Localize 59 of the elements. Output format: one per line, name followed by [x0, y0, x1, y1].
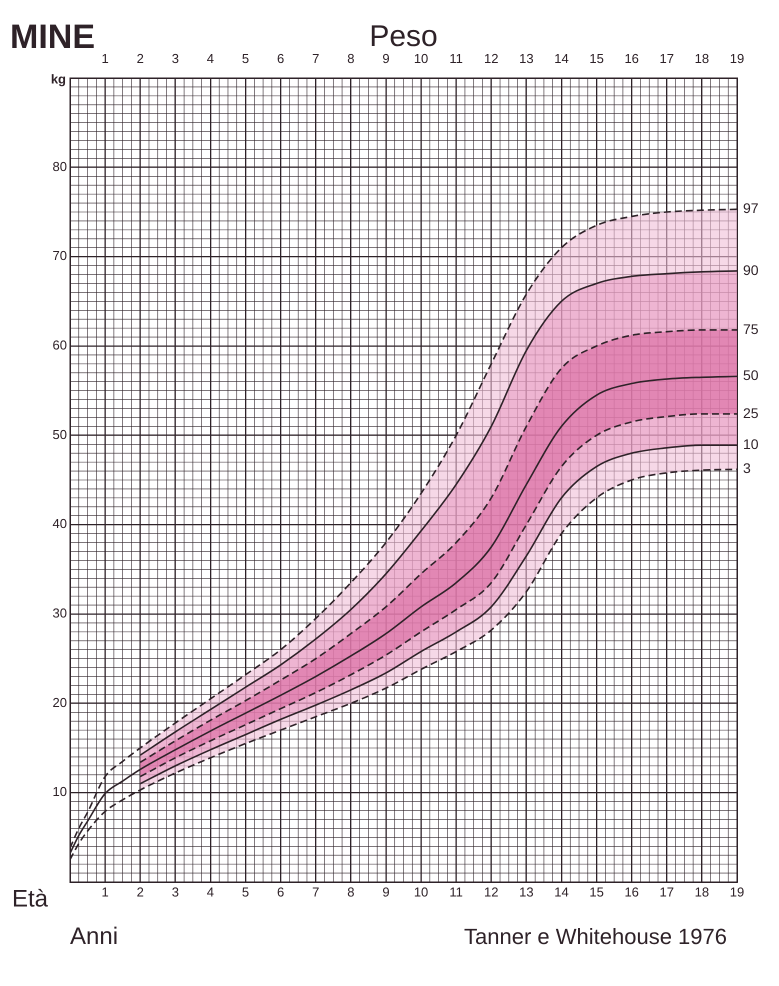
series-label: 25 [743, 404, 759, 421]
x-tick-label: 11 [449, 884, 463, 900]
x-tick-label: 12 [484, 884, 498, 900]
x-tick-label: 15 [589, 884, 604, 900]
x2-tick-label: 10 [414, 50, 428, 66]
x2-tick-label: 6 [277, 50, 284, 66]
x2-tick-label: 3 [172, 50, 179, 66]
x2-tick-label: 15 [589, 50, 604, 66]
x-tick-label: 3 [172, 884, 179, 900]
x-tick-label: 13 [519, 884, 534, 900]
x-tick-label: 4 [206, 884, 214, 900]
x-tick-label: 17 [660, 884, 674, 900]
x-tick-label: 5 [242, 884, 250, 900]
x2-tick-label: 18 [694, 50, 710, 66]
x2-tick-label: 12 [484, 50, 498, 66]
x-tick-label: 9 [382, 884, 390, 900]
x2-tick-label: 17 [660, 50, 674, 66]
x-tick-label: 19 [730, 884, 744, 900]
x2-tick-label: 14 [554, 50, 569, 66]
y-tick-label: 30 [52, 606, 67, 621]
x2-tick-label: 11 [449, 50, 463, 66]
series-label: 10 [743, 436, 759, 452]
chart-title: Peso [369, 20, 438, 53]
x-tick-label: 10 [414, 884, 428, 900]
text: MINE [10, 18, 95, 56]
x-tick-label: 14 [554, 884, 569, 900]
x-tick-label: 2 [136, 884, 144, 900]
y-axis-title: kg [50, 72, 66, 87]
x-axis-title: Età [12, 886, 49, 913]
y-tick-label: 50 [52, 426, 67, 442]
series-label: 97 [743, 200, 759, 216]
x-tick-label: 18 [694, 884, 710, 900]
x-tick-label: 1 [101, 884, 109, 900]
x2-tick-label: 1 [101, 50, 109, 66]
text: Tanner e Whitehouse 1976 [464, 924, 727, 949]
series-label: 50 [743, 367, 759, 384]
x-tick-label: 6 [277, 884, 284, 900]
x2-tick-label: 19 [730, 50, 744, 66]
x-tick-label: 8 [347, 884, 354, 900]
x2-tick-label: 7 [312, 50, 320, 66]
x-tick-label: 16 [624, 884, 639, 900]
x2-tick-label: 4 [206, 50, 214, 66]
series-label: 75 [743, 320, 759, 337]
y-tick-label: 40 [52, 516, 67, 532]
y-tick-label: 80 [52, 158, 67, 174]
x2-tick-label: 13 [519, 50, 534, 66]
y-tick-label: 10 [52, 784, 67, 800]
y-tick-label: 20 [52, 694, 67, 710]
x2-tick-label: 5 [242, 50, 250, 66]
y-tick-label: 60 [52, 338, 67, 353]
x-tick-label: 7 [312, 884, 320, 900]
x2-tick-label: 9 [382, 50, 390, 66]
series-label: 90 [743, 262, 759, 278]
x2-tick-label: 16 [624, 50, 639, 66]
x2-tick-label: 8 [347, 50, 354, 66]
text: Anni [70, 923, 118, 950]
y-tick-label: 70 [52, 248, 67, 264]
x2-tick-label: 2 [136, 50, 144, 66]
series-label: 3 [743, 460, 751, 476]
